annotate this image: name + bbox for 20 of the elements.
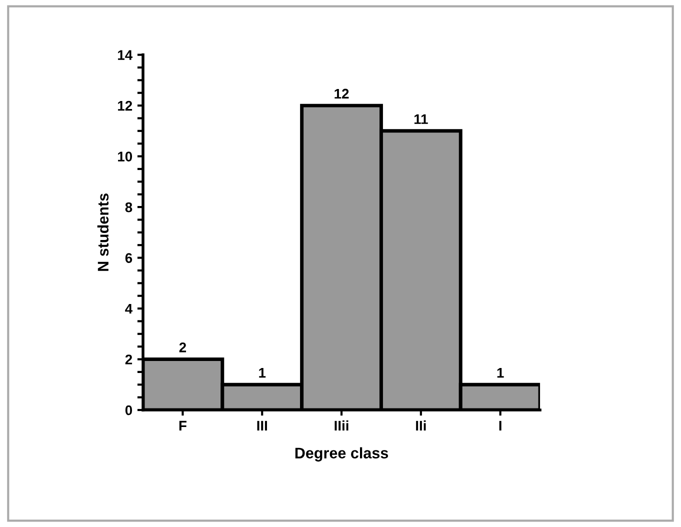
y-tick-label: 8 bbox=[125, 202, 132, 212]
data-label: 11 bbox=[414, 114, 428, 124]
x-axis-title: Degree class bbox=[295, 447, 388, 462]
data-label: 1 bbox=[497, 368, 504, 378]
y-axis-title: N students bbox=[97, 194, 109, 271]
y-tick-label: 12 bbox=[118, 100, 132, 111]
data-label: 2 bbox=[179, 342, 186, 352]
data-label: 1 bbox=[259, 368, 266, 378]
y-tick-label: 6 bbox=[125, 253, 132, 263]
y-tick-label: 10 bbox=[118, 152, 132, 162]
y-tick-label: 0 bbox=[125, 405, 132, 416]
x-tick-label: IIi bbox=[416, 420, 426, 430]
data-label: 12 bbox=[334, 88, 349, 98]
x-tick-label: I bbox=[499, 420, 502, 430]
x-tick-label: F bbox=[179, 420, 186, 430]
x-tick-label: IIii bbox=[334, 420, 348, 430]
y-tick-label: 2 bbox=[125, 354, 132, 364]
y-tick-label: 4 bbox=[125, 304, 133, 314]
x-tick-label: III bbox=[257, 420, 267, 430]
y-tick-label: 14 bbox=[118, 50, 133, 60]
